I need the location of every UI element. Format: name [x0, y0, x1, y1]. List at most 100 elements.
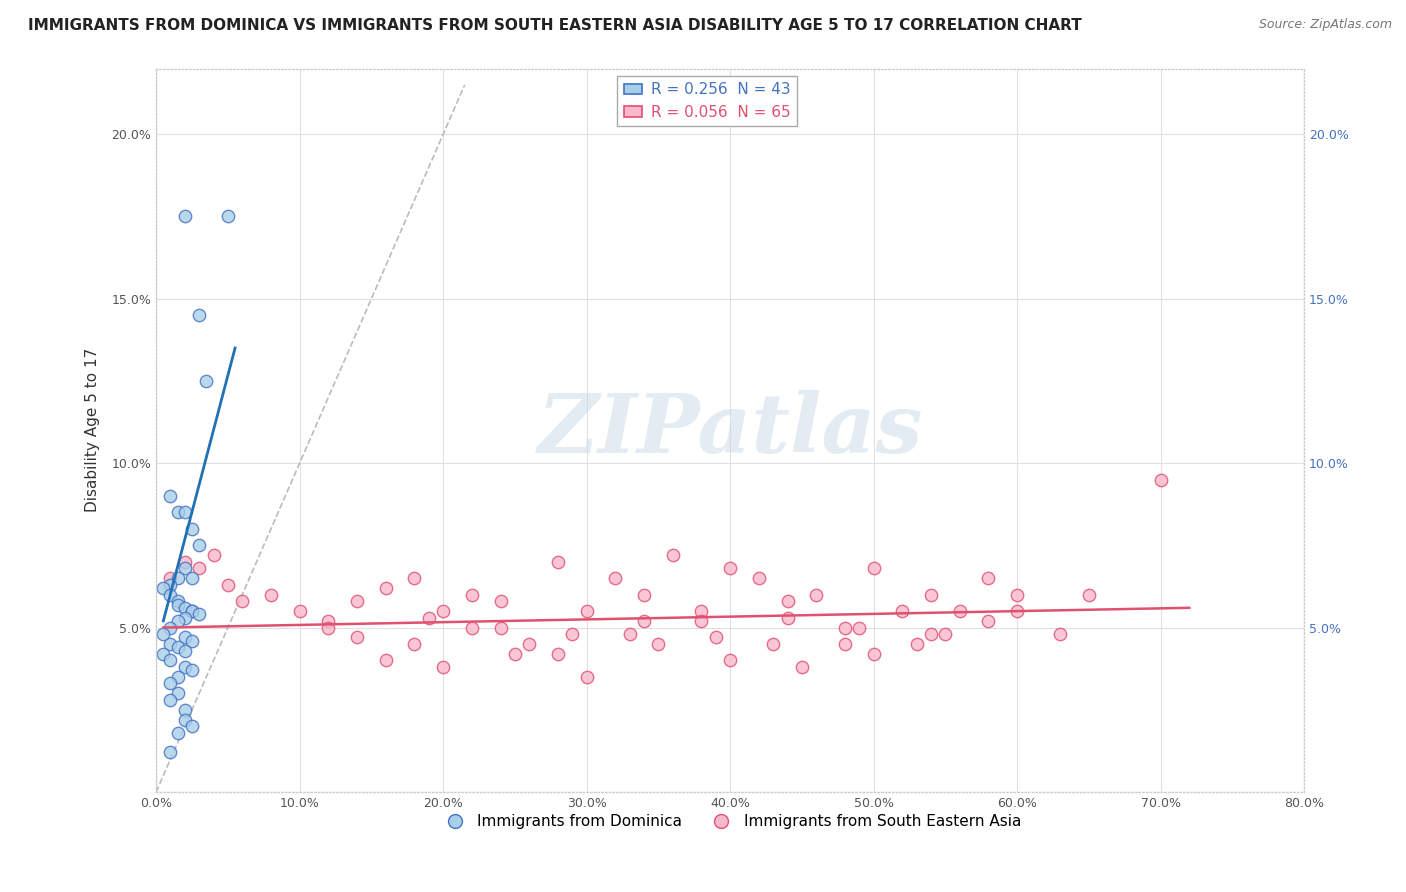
Point: [432, 604, 454, 618]
Point: [217, 210, 239, 224]
Text: ZIPatlas: ZIPatlas: [537, 390, 922, 470]
Point: [575, 604, 598, 618]
Text: IMMIGRANTS FROM DOMINICA VS IMMIGRANTS FROM SOUTH EASTERN ASIA DISABILITY AGE 5 : IMMIGRANTS FROM DOMINICA VS IMMIGRANTS F…: [28, 18, 1081, 33]
Point: [166, 686, 188, 700]
Point: [575, 670, 598, 684]
Point: [547, 647, 569, 661]
Point: [1149, 473, 1171, 487]
Point: [934, 627, 956, 641]
Point: [173, 505, 195, 519]
Point: [173, 703, 195, 717]
Point: [173, 631, 195, 645]
Point: [173, 610, 195, 624]
Point: [159, 746, 181, 760]
Point: [848, 621, 870, 635]
Point: [173, 210, 195, 224]
Point: [159, 621, 181, 635]
Point: [404, 637, 426, 651]
Point: [173, 713, 195, 727]
Point: [1005, 588, 1028, 602]
Point: [318, 614, 340, 628]
Point: [231, 594, 253, 608]
Point: [834, 621, 856, 635]
Point: [920, 627, 942, 641]
Point: [181, 604, 204, 618]
Point: [690, 614, 713, 628]
Point: [166, 594, 188, 608]
Point: [1005, 604, 1028, 618]
Point: [776, 594, 799, 608]
Legend: Immigrants from Dominica, Immigrants from South Eastern Asia: Immigrants from Dominica, Immigrants fro…: [433, 808, 1026, 835]
Point: [690, 604, 713, 618]
Point: [432, 660, 454, 674]
Point: [489, 594, 512, 608]
Point: [547, 555, 569, 569]
Point: [166, 598, 188, 612]
Point: [346, 594, 368, 608]
Point: [862, 561, 884, 575]
Point: [489, 621, 512, 635]
Point: [905, 637, 928, 651]
Point: [181, 571, 204, 585]
Point: [920, 588, 942, 602]
Point: [1049, 627, 1071, 641]
Point: [461, 588, 484, 602]
Point: [195, 374, 218, 388]
Point: [188, 308, 211, 322]
Point: [834, 637, 856, 651]
Point: [159, 653, 181, 667]
Point: [318, 621, 340, 635]
Point: [404, 571, 426, 585]
Point: [166, 614, 188, 628]
Point: [173, 600, 195, 615]
Point: [181, 522, 204, 536]
Point: [152, 647, 174, 661]
Point: [461, 621, 484, 635]
Point: [159, 571, 181, 585]
Y-axis label: Disability Age 5 to 17: Disability Age 5 to 17: [86, 348, 100, 512]
Point: [1077, 588, 1099, 602]
Point: [173, 561, 195, 575]
Point: [188, 538, 211, 552]
Point: [188, 561, 211, 575]
Point: [718, 653, 741, 667]
Point: [181, 663, 204, 677]
Point: [977, 571, 1000, 585]
Point: [181, 604, 204, 618]
Point: [605, 571, 627, 585]
Point: [704, 631, 727, 645]
Point: [374, 653, 396, 667]
Point: [661, 548, 683, 562]
Point: [776, 610, 799, 624]
Point: [288, 604, 311, 618]
Point: [260, 588, 283, 602]
Point: [166, 505, 188, 519]
Point: [159, 693, 181, 707]
Point: [762, 637, 785, 651]
Point: [159, 578, 181, 592]
Point: [977, 614, 1000, 628]
Point: [217, 578, 239, 592]
Point: [561, 627, 583, 641]
Point: [346, 631, 368, 645]
Point: [166, 571, 188, 585]
Point: [748, 571, 770, 585]
Point: [159, 588, 181, 602]
Point: [891, 604, 914, 618]
Point: [517, 637, 540, 651]
Point: [503, 647, 526, 661]
Point: [159, 489, 181, 503]
Point: [166, 725, 188, 739]
Point: [166, 640, 188, 655]
Point: [188, 607, 211, 622]
Point: [173, 555, 195, 569]
Text: Source: ZipAtlas.com: Source: ZipAtlas.com: [1258, 18, 1392, 31]
Point: [418, 610, 440, 624]
Point: [718, 561, 741, 575]
Point: [949, 604, 972, 618]
Point: [181, 719, 204, 733]
Point: [173, 660, 195, 674]
Point: [862, 647, 884, 661]
Point: [166, 670, 188, 684]
Point: [619, 627, 641, 641]
